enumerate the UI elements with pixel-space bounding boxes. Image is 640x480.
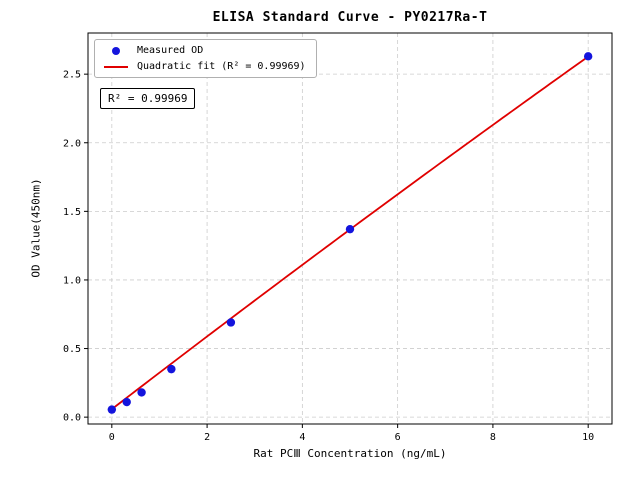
svg-text:10: 10 <box>582 432 594 443</box>
red-line-icon <box>103 65 129 68</box>
x-axis-label: Rat PCⅢ Concentration (ng/mL) <box>253 447 447 460</box>
svg-text:1.5: 1.5 <box>63 207 81 218</box>
svg-text:1.0: 1.0 <box>63 275 81 286</box>
svg-text:8: 8 <box>490 432 496 443</box>
svg-text:2: 2 <box>204 432 210 443</box>
svg-text:6: 6 <box>395 432 401 443</box>
y-axis-label: OD Value(450nm) <box>29 178 43 278</box>
svg-text:0.0: 0.0 <box>63 413 81 424</box>
svg-text:2.5: 2.5 <box>63 70 81 81</box>
chart-title: ELISA Standard Curve - PY0217Ra-T <box>212 10 488 25</box>
svg-text:0.5: 0.5 <box>63 344 81 355</box>
legend-label-measured: Measured OD <box>137 45 204 56</box>
legend-label-fit: Quadratic fit (R² = 0.99969) <box>137 61 306 72</box>
blue-dot-icon <box>103 46 129 55</box>
svg-text:0: 0 <box>109 432 115 443</box>
svg-text:4: 4 <box>299 432 305 443</box>
legend-entry-measured: Measured OD <box>103 45 306 56</box>
legend: Measured OD Quadratic fit (R² = 0.99969) <box>94 39 317 78</box>
r-squared-annotation: R² = 0.99969 <box>100 88 196 109</box>
svg-text:2.0: 2.0 <box>63 138 81 149</box>
legend-entry-fit: Quadratic fit (R² = 0.99969) <box>103 61 306 72</box>
